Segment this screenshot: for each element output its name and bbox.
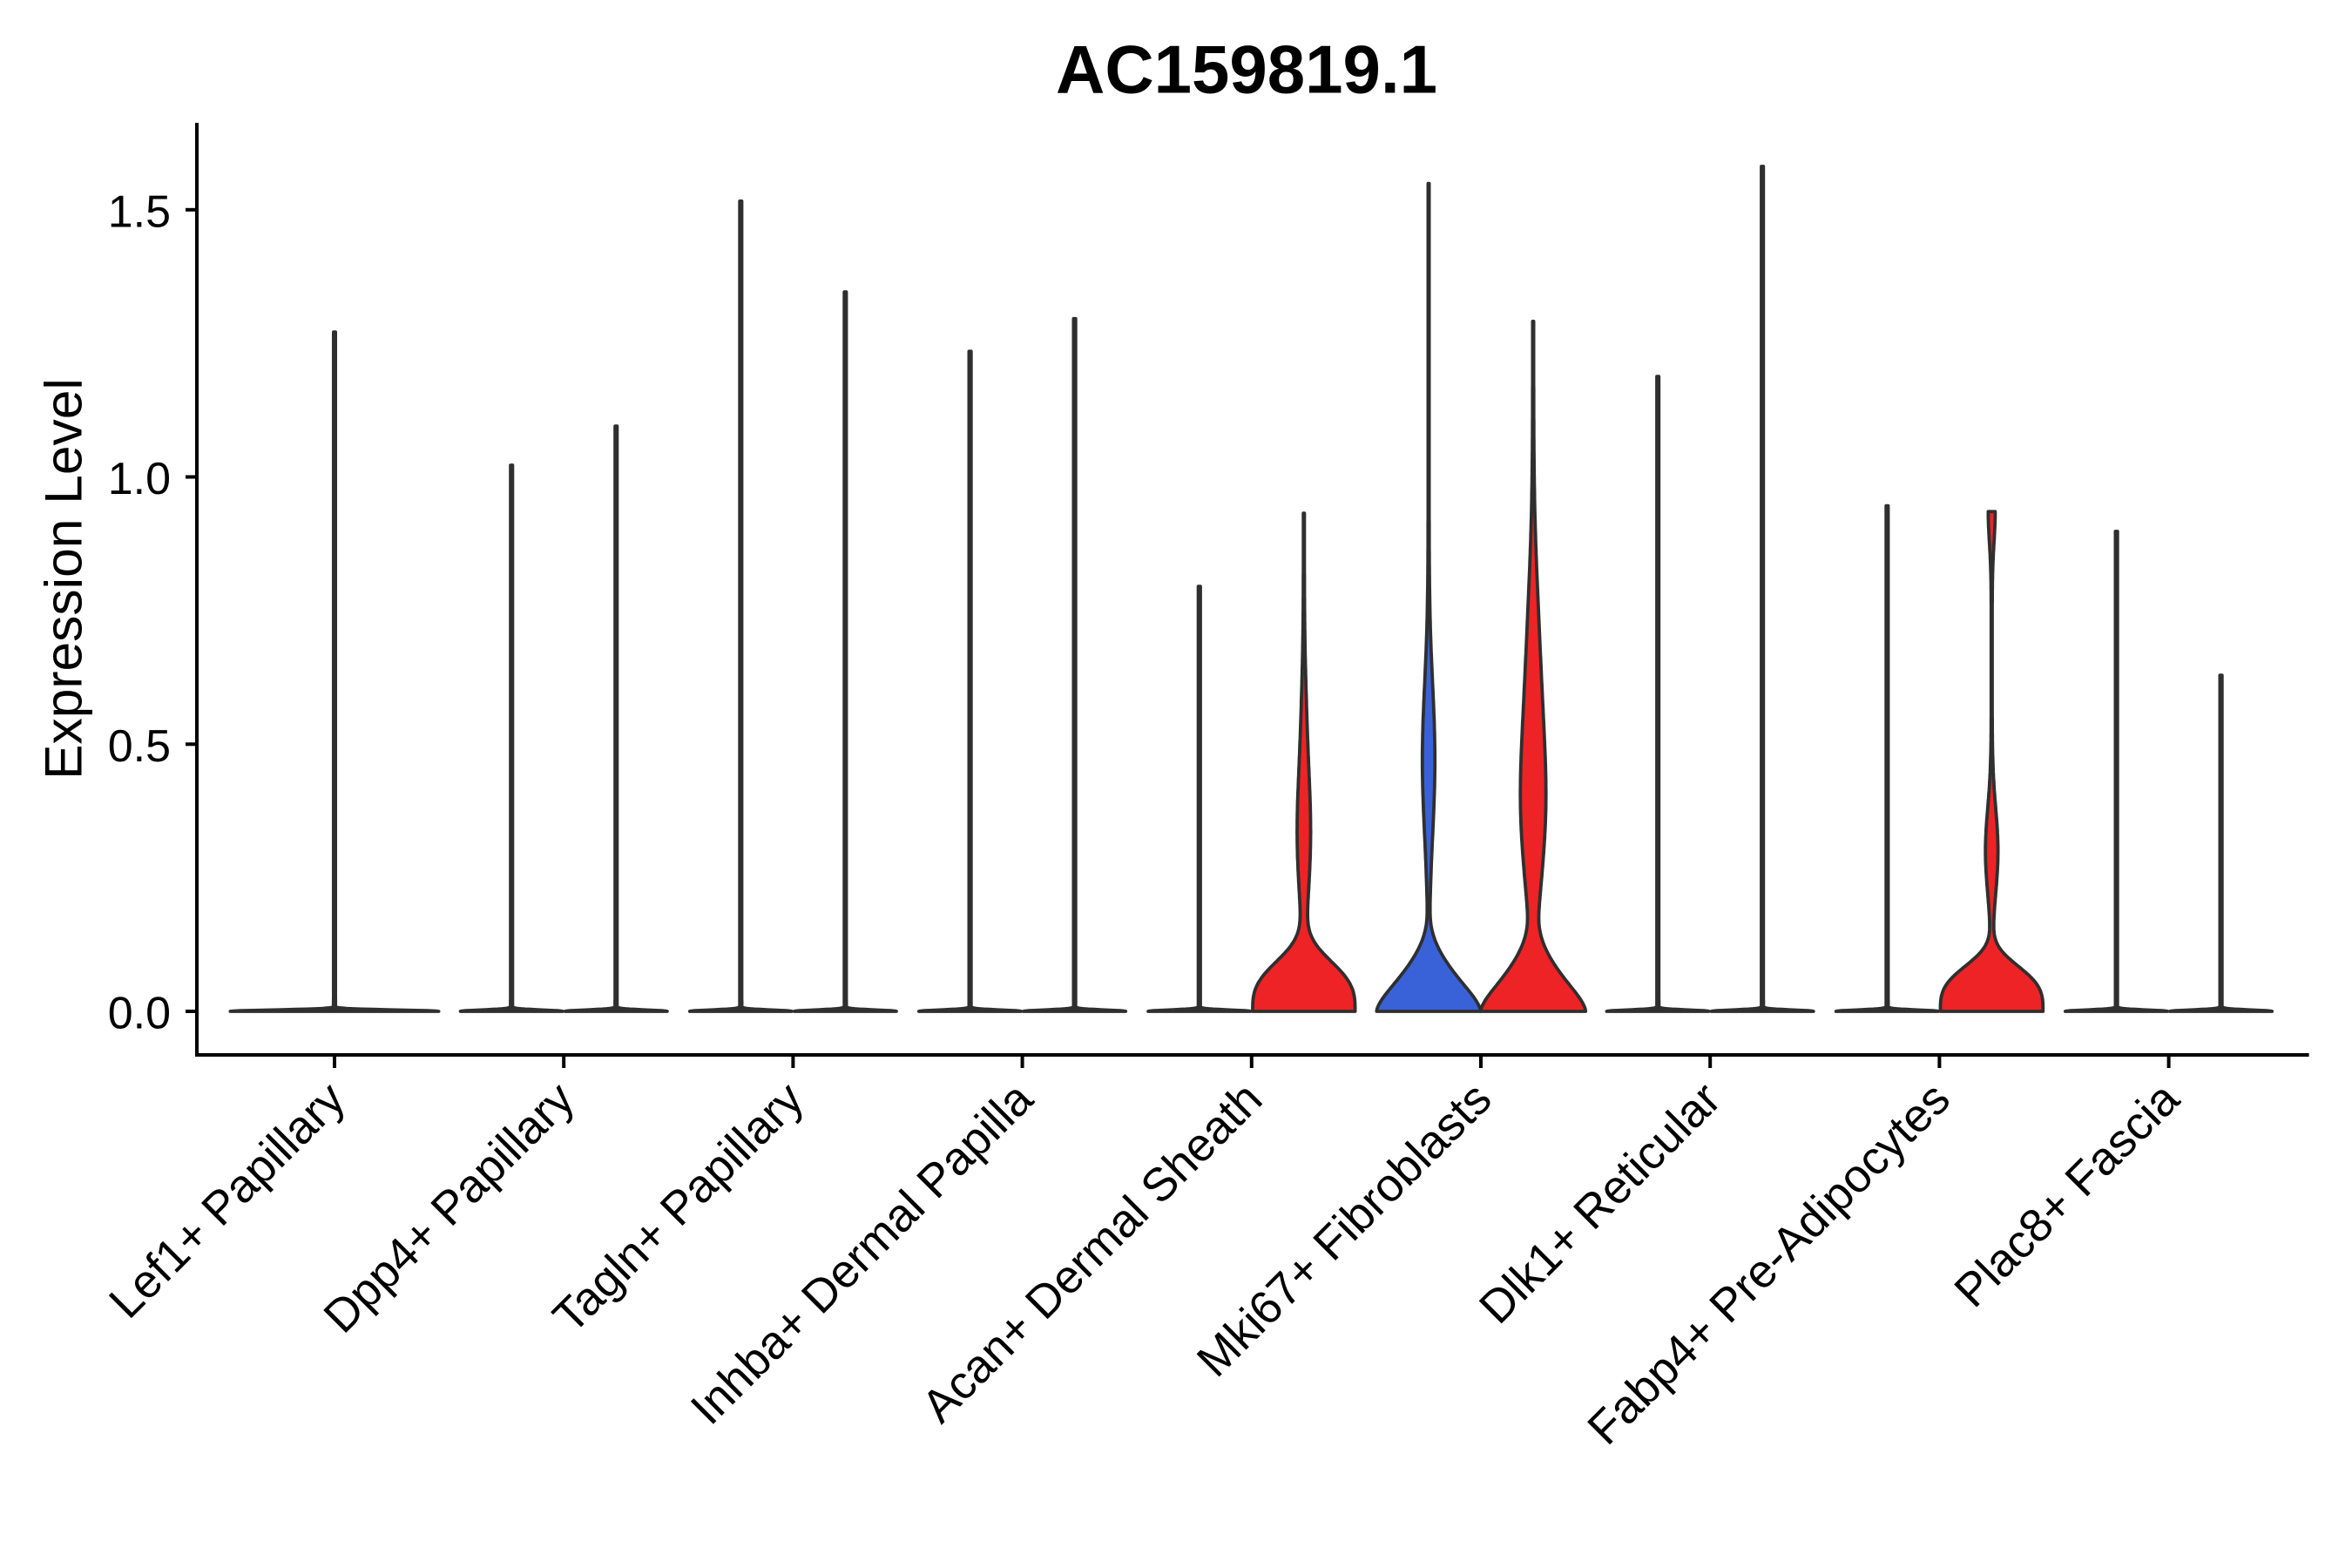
svg-text:1.5: 1.5 (108, 186, 171, 237)
svg-text:0.5: 0.5 (108, 721, 171, 772)
svg-text:AC159819.1: AC159819.1 (1056, 31, 1437, 108)
svg-text:0.0: 0.0 (108, 989, 171, 1039)
svg-text:Expression Level: Expression Level (34, 378, 93, 780)
svg-text:1.0: 1.0 (108, 454, 171, 504)
